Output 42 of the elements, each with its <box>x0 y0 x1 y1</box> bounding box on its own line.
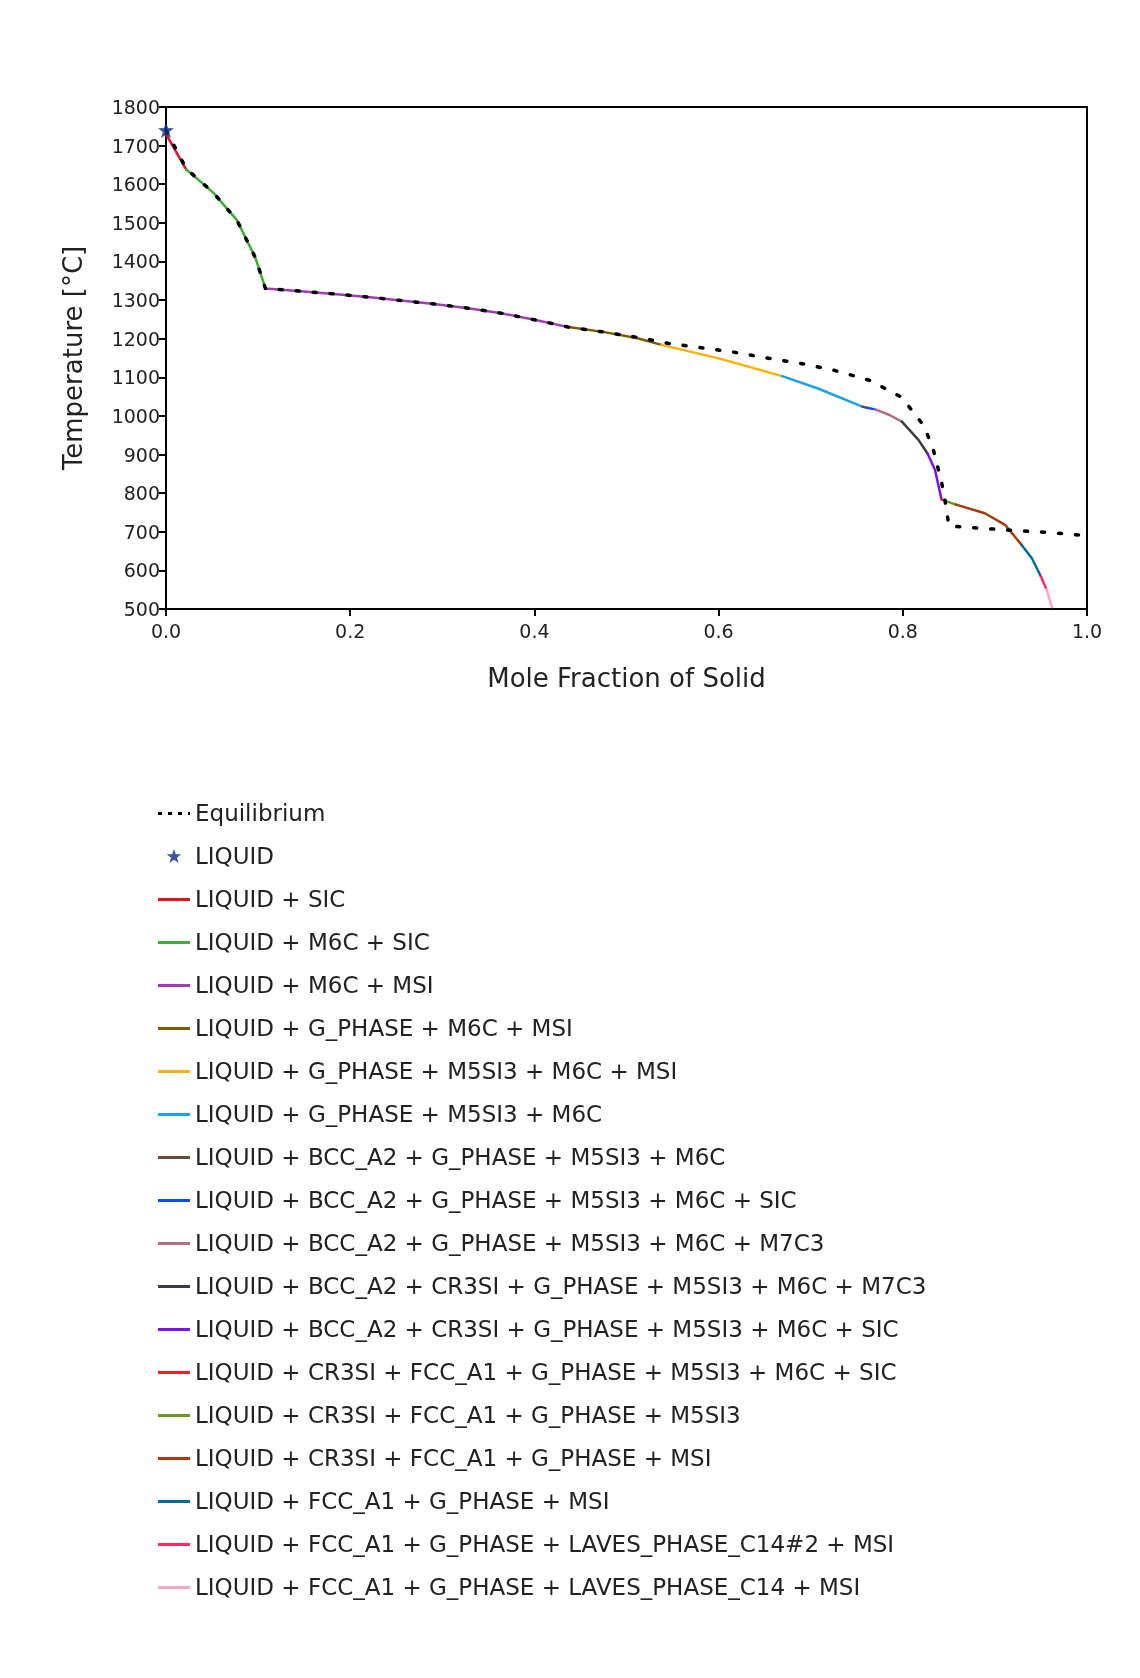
legend-label: LIQUID + BCC_A2 + G_PHASE + M5SI3 + M6C + M7C3 <box>195 1230 825 1256</box>
legend-label: LIQUID <box>195 843 275 869</box>
y-tick-label: 1100 <box>111 366 160 389</box>
x-tick-label: 0.6 <box>703 619 734 642</box>
legend-label: LIQUID + BCC_A2 + CR3SI + G_PHASE + M5SI3 + M6C + SIC <box>195 1316 899 1342</box>
legend-label: LIQUID + CR3SI + FCC_A1 + G_PHASE + M5SI3 <box>195 1402 741 1428</box>
y-tick-label: 1200 <box>111 327 160 350</box>
y-tick-label: 600 <box>123 559 160 582</box>
y-tick-label: 1500 <box>111 211 160 234</box>
legend-label: LIQUID + CR3SI + FCC_A1 + G_PHASE + M5SI3 + M6C + SIC <box>195 1359 897 1385</box>
legend-label: LIQUID + CR3SI + FCC_A1 + G_PHASE + MSI <box>195 1445 712 1471</box>
legend-label: LIQUID + BCC_A2 + CR3SI + G_PHASE + M5SI3 + M6C + M7C3 <box>195 1273 927 1299</box>
legend-label: LIQUID + G_PHASE + M5SI3 + M6C + MSI <box>195 1058 678 1084</box>
y-tick-label: 1600 <box>111 173 160 196</box>
x-tick-label: 0.8 <box>887 619 918 642</box>
legend-label: LIQUID + FCC_A1 + G_PHASE + LAVES_PHASE_C14#2 + MSI <box>195 1531 895 1557</box>
legend-label: LIQUID + M6C + MSI <box>195 972 434 998</box>
legend-label: LIQUID + G_PHASE + M5SI3 + M6C <box>195 1101 603 1127</box>
y-axis-title: Temperature [°C] <box>58 245 88 472</box>
x-tick-label: 0.2 <box>335 619 366 642</box>
y-tick-label: 1400 <box>111 250 160 273</box>
legend-label: LIQUID + M6C + SIC <box>195 929 430 955</box>
legend-label: Equilibrium <box>195 800 326 826</box>
y-tick-label: 1000 <box>111 404 160 427</box>
legend-label: LIQUID + BCC_A2 + G_PHASE + M5SI3 + M6C <box>195 1144 726 1170</box>
y-tick-label: 1300 <box>111 289 160 312</box>
legend-label: LIQUID + FCC_A1 + G_PHASE + MSI <box>195 1488 610 1514</box>
x-tick-label: 0.4 <box>519 619 550 642</box>
legend-label: LIQUID + FCC_A1 + G_PHASE + LAVES_PHASE_C14 + MSI <box>195 1574 861 1600</box>
legend-label: LIQUID + SIC <box>195 886 346 912</box>
y-tick-label: 1700 <box>111 134 160 157</box>
line-series <box>954 503 1023 547</box>
x-tick-label: 1.0 <box>1071 619 1103 642</box>
legend-label: LIQUID + BCC_A2 + G_PHASE + M5SI3 + M6C + SIC <box>195 1187 797 1213</box>
y-tick-label: 1800 <box>111 96 160 118</box>
y-tick-label: 500 <box>123 598 160 620</box>
y-tick-label: 900 <box>123 443 160 466</box>
y-tick-label: 800 <box>123 482 160 505</box>
y-tick-label: 700 <box>123 520 160 543</box>
legend-label: LIQUID + G_PHASE + M6C + MSI <box>195 1015 573 1041</box>
x-axis-title: Mole Fraction of Solid <box>487 663 766 693</box>
x-tick-label: 0.0 <box>150 619 182 642</box>
